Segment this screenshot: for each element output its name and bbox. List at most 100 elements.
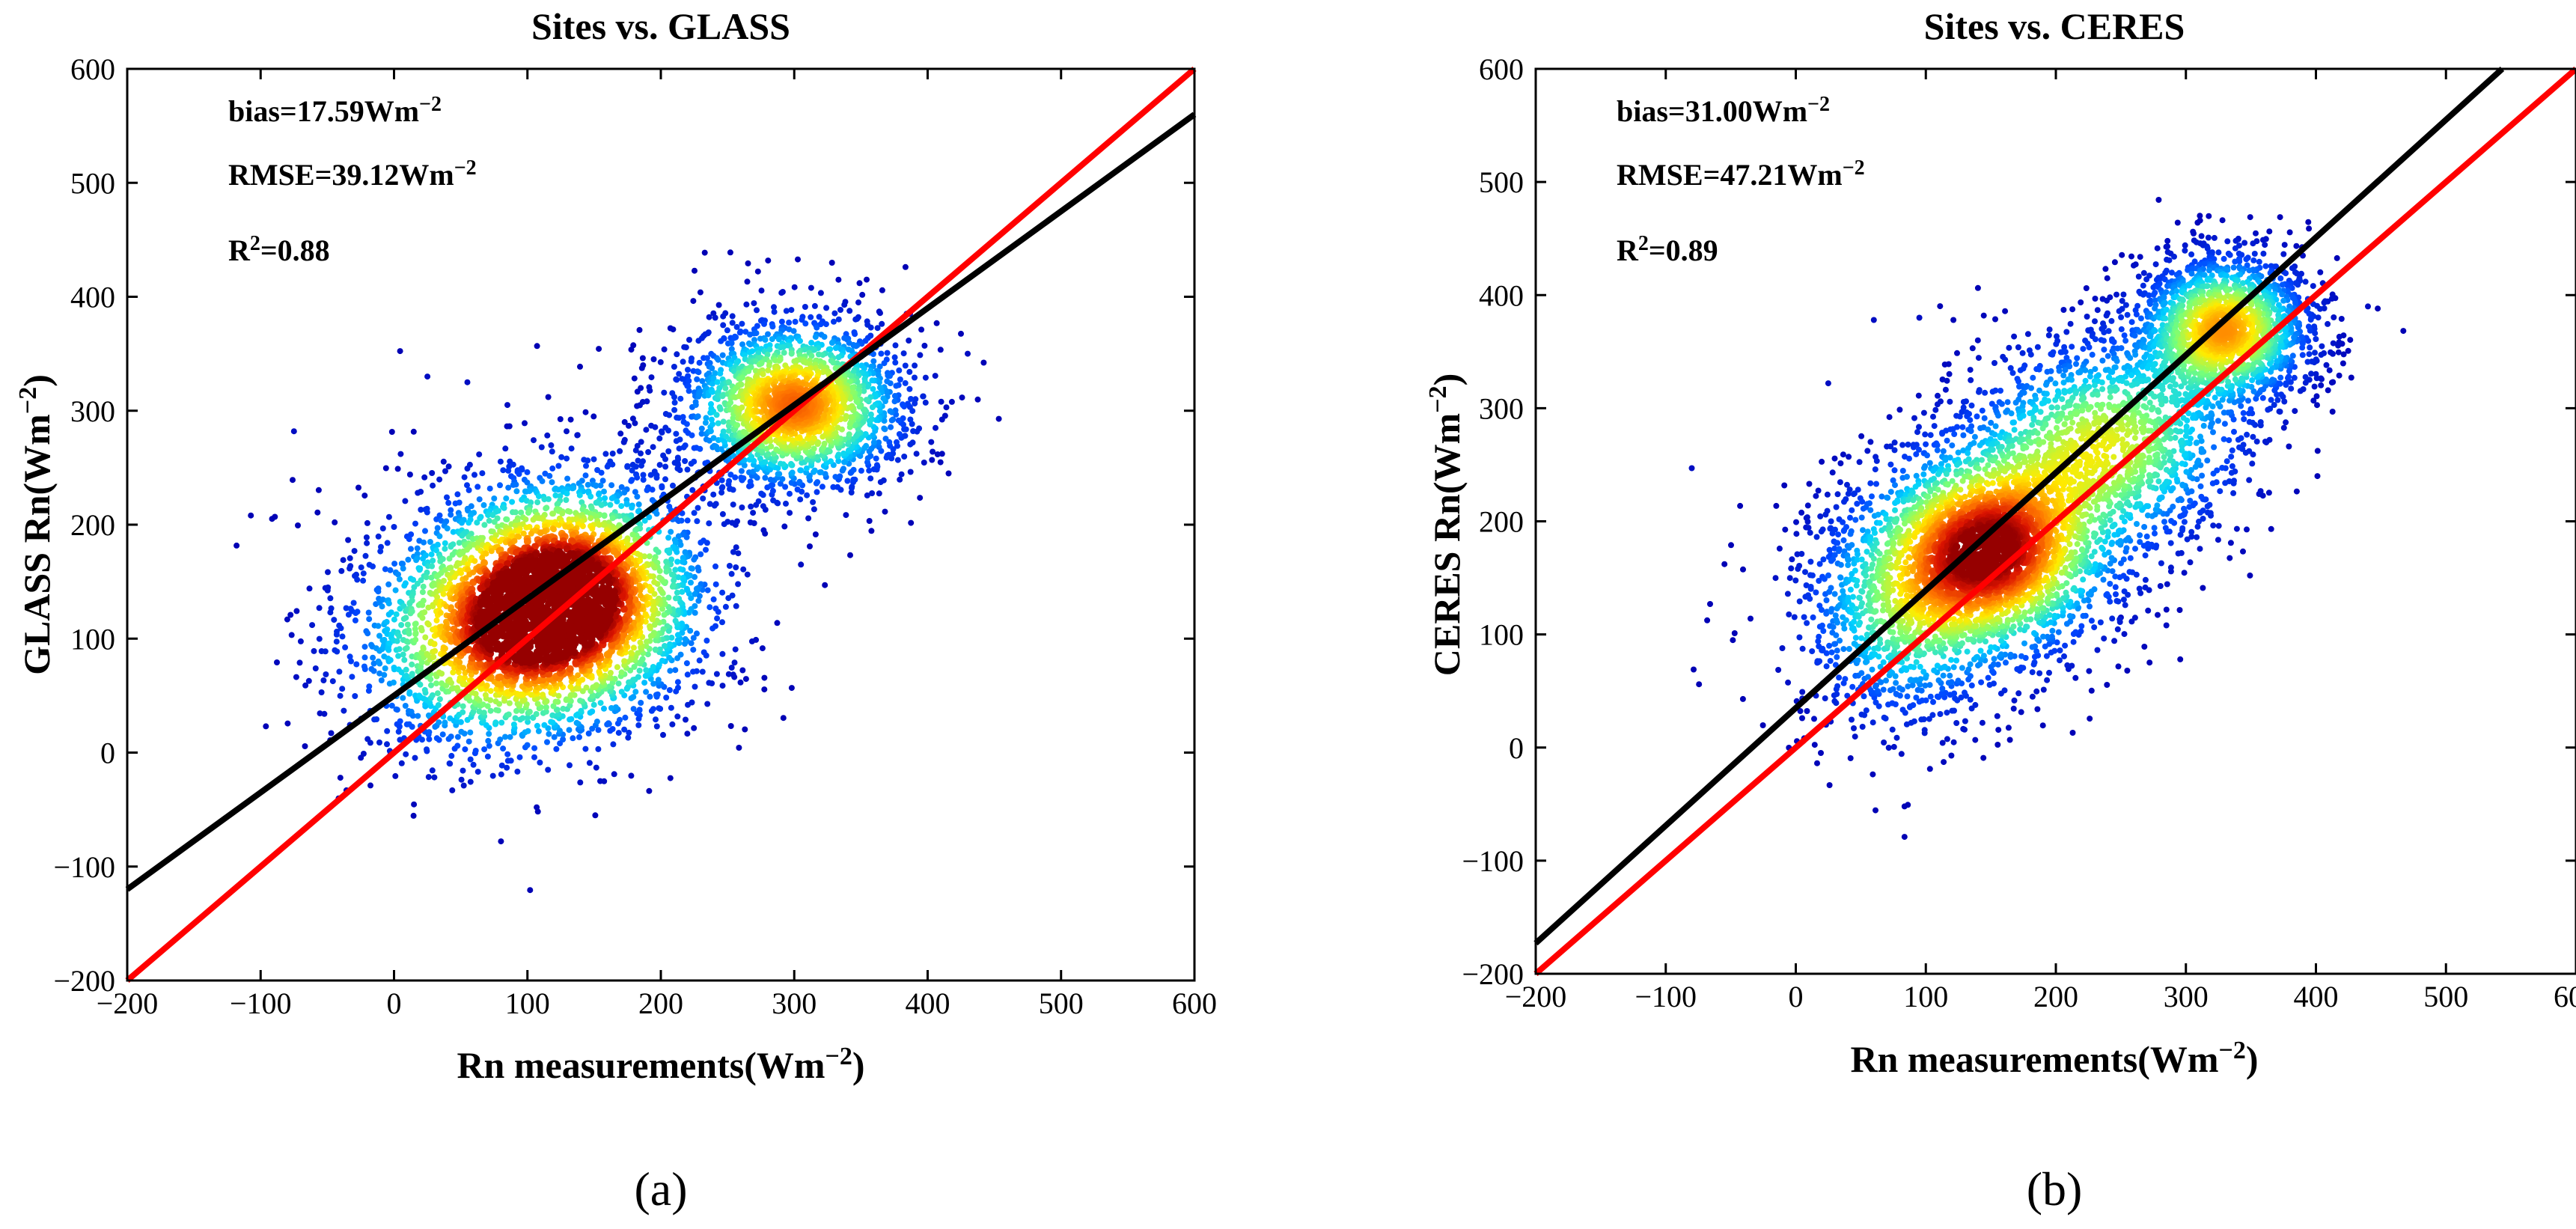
data-point xyxy=(891,393,898,399)
data-point xyxy=(760,527,767,534)
data-point xyxy=(822,582,828,588)
data-point xyxy=(835,458,842,464)
data-point xyxy=(480,710,487,716)
data-point xyxy=(697,289,703,296)
data-point xyxy=(657,359,664,365)
data-point xyxy=(795,256,801,263)
data-point xyxy=(674,713,681,720)
data-point xyxy=(704,701,711,707)
data-point xyxy=(646,787,653,794)
data-point xyxy=(364,540,370,546)
data-point xyxy=(697,445,703,452)
data-point xyxy=(361,644,368,650)
data-point xyxy=(679,558,686,565)
data-point xyxy=(352,693,358,699)
data-point xyxy=(402,703,409,709)
data-point xyxy=(884,378,891,385)
data-point xyxy=(832,474,839,481)
data-point xyxy=(761,686,768,693)
data-point xyxy=(679,588,686,595)
data-point xyxy=(677,436,683,443)
data-point xyxy=(384,741,390,748)
data-point xyxy=(769,323,776,330)
data-point xyxy=(713,412,720,418)
panel-a: Sites vs. GLASS −200 −100 0 100 200 300 400 500… xyxy=(14,5,1217,1216)
data-point xyxy=(900,350,907,357)
data-point xyxy=(608,705,614,711)
data-point xyxy=(656,646,663,653)
data-point xyxy=(846,431,852,438)
data-point xyxy=(679,510,686,516)
data-point xyxy=(406,536,412,543)
data-point xyxy=(906,338,912,344)
data-point xyxy=(590,701,597,708)
data-point xyxy=(643,667,650,674)
data-point xyxy=(582,409,589,415)
data-point xyxy=(589,525,596,532)
data-point xyxy=(778,318,785,325)
data-point xyxy=(425,712,432,719)
data-point xyxy=(739,504,745,510)
data-point xyxy=(701,249,708,256)
data-point xyxy=(769,482,776,488)
data-point xyxy=(481,746,488,753)
data-point xyxy=(754,307,760,314)
data-point xyxy=(378,543,384,550)
data-point xyxy=(367,782,373,789)
data-point xyxy=(533,711,540,717)
data-point xyxy=(424,509,430,516)
data-point xyxy=(648,374,655,381)
data-point xyxy=(933,320,940,326)
data-point xyxy=(555,522,562,528)
data-point xyxy=(712,581,719,588)
data-point xyxy=(585,457,591,464)
data-point xyxy=(761,674,768,681)
data-point xyxy=(736,329,743,336)
data-point xyxy=(634,475,641,481)
data-point xyxy=(408,708,415,715)
data-point xyxy=(531,745,538,751)
data-point xyxy=(540,692,546,698)
data-point xyxy=(549,479,555,486)
data-point xyxy=(921,342,928,349)
data-point xyxy=(419,589,426,596)
data-point xyxy=(782,484,789,490)
data-point xyxy=(845,346,852,353)
data-point xyxy=(309,622,316,629)
data-point xyxy=(445,463,452,470)
data-point xyxy=(365,687,372,694)
data-point xyxy=(442,719,448,726)
data-point xyxy=(717,406,724,412)
data-point xyxy=(656,705,662,712)
data-point xyxy=(461,474,468,481)
data-point xyxy=(830,359,837,366)
data-point xyxy=(431,774,438,781)
data-point xyxy=(866,467,873,474)
data-point xyxy=(470,761,477,768)
data-point xyxy=(891,354,898,361)
data-point xyxy=(593,764,599,771)
data-point xyxy=(623,501,630,507)
data-point xyxy=(442,546,448,552)
data-point xyxy=(607,501,614,508)
data-point xyxy=(605,720,611,727)
data-point xyxy=(821,440,828,447)
data-point xyxy=(412,620,419,627)
data-point xyxy=(324,587,331,594)
data-point xyxy=(567,508,573,515)
data-point xyxy=(691,458,698,465)
data-point xyxy=(720,428,727,435)
data-point xyxy=(850,342,857,349)
data-point xyxy=(907,469,914,475)
data-point xyxy=(902,362,909,369)
data-point xyxy=(293,608,300,614)
data-point xyxy=(621,658,628,665)
data-point xyxy=(350,600,357,606)
data-point xyxy=(328,730,335,737)
data-point xyxy=(305,677,312,684)
data-point xyxy=(436,719,442,726)
data-point xyxy=(706,520,712,527)
data-point xyxy=(650,607,656,614)
data-point xyxy=(628,650,635,656)
data-point xyxy=(549,448,555,455)
